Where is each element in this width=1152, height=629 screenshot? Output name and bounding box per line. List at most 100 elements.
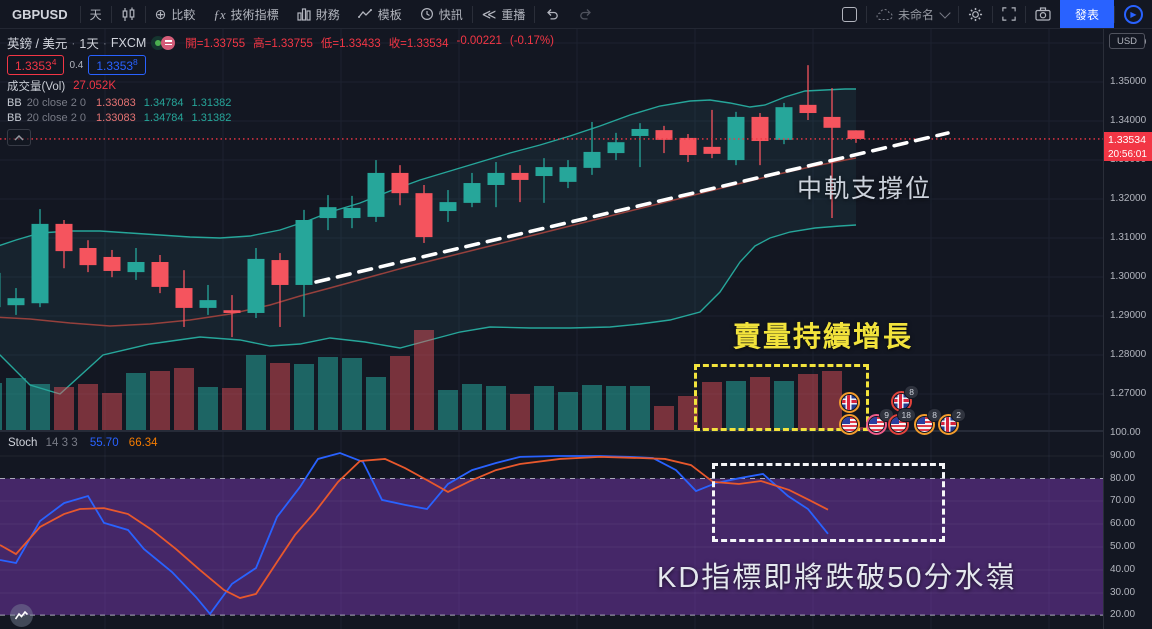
bollinger-upper-line [0, 88, 856, 247]
axis-tick-label: 1.34000 [1110, 115, 1147, 126]
legend-exchange[interactable]: FXCM [110, 35, 147, 50]
alerts-button[interactable]: 快訊 [411, 0, 472, 28]
axis-tick-label: 40.00 [1110, 564, 1136, 575]
candle-body [343, 207, 361, 219]
buy-price-button[interactable]: 1.33538 [88, 55, 146, 75]
candle-body [55, 223, 73, 252]
stoch-k-line [0, 452, 829, 616]
replay-button[interactable]: ≪ 重播 [473, 0, 535, 28]
clock-icon [420, 7, 434, 21]
candle-body [415, 193, 433, 238]
candle-body [607, 142, 625, 154]
candle-body [391, 172, 409, 194]
kd-break-annotation[interactable]: KD指標即將跌破50分水嶺 [657, 562, 1017, 594]
candle-body [583, 151, 601, 168]
financials-button[interactable]: 財務 [288, 0, 349, 28]
volume-bar [414, 330, 434, 430]
volume-bar [750, 377, 770, 430]
chart-legend: 英鎊 / 美元 · 1天 · FXCM 開=1.33755 高=1.33755 … [7, 33, 554, 146]
divider [957, 5, 959, 23]
volume-bar [222, 388, 242, 430]
layout-square-icon [841, 6, 857, 22]
volume-highlight-rect[interactable] [694, 364, 869, 431]
volume-bar [30, 384, 50, 430]
legend-interval[interactable]: 1天 [79, 37, 99, 51]
indicators-button[interactable]: ƒx 技術指標 [204, 0, 287, 28]
bollinger-fill [0, 89, 856, 394]
uk-flag-sticker[interactable] [839, 392, 860, 413]
candle-body [223, 310, 241, 313]
axis-tick-label: 20.00 [1110, 609, 1136, 620]
axis-tick-label: 100.00 [1110, 427, 1141, 438]
currency-badge[interactable]: USD [1109, 33, 1145, 49]
quick-play-button[interactable]: ▶ [1124, 4, 1143, 24]
symbol-button[interactable]: GBPUSD [0, 0, 80, 28]
stoch-legend[interactable]: Stoch 14 3 3 55.70 66.34 [8, 437, 158, 449]
us-flag-sticker[interactable]: 8 [914, 408, 942, 435]
bar-chart-icon [297, 7, 311, 21]
trend-support-annotation[interactable]: 中軌支撐位 [797, 175, 933, 203]
us-flag-sticker[interactable]: 9 [866, 408, 894, 435]
volume-bar [678, 396, 698, 430]
bb-legend-row[interactable]: BB 20 close 2 0 1.33083 1.34784 1.31382 [7, 112, 232, 124]
volume-bar [534, 386, 554, 430]
axis-tick-label: 90.00 [1110, 450, 1136, 461]
volume-bar [150, 371, 170, 430]
publish-button[interactable]: 發表 [1059, 0, 1114, 28]
toolbar-left: GBPUSD 天 ⊕ 比較 ƒx 技術指標 財務 模板 快訊 ≪ [0, 0, 603, 28]
tradingview-logo[interactable] [10, 604, 33, 627]
divider [1114, 5, 1115, 23]
redo-button[interactable] [569, 0, 603, 28]
undo-button[interactable] [535, 0, 569, 28]
us-flag-sticker[interactable] [839, 414, 860, 435]
candle-body [0, 272, 1, 308]
legend-collapse-button[interactable] [7, 129, 31, 146]
volume-bar [78, 384, 98, 430]
compare-button[interactable]: ⊕ 比較 [146, 0, 205, 28]
sell-price-button[interactable]: 1.33534 [7, 55, 65, 75]
volume-bar [246, 355, 266, 430]
templates-button[interactable]: 模板 [349, 0, 411, 28]
us-flag-sticker[interactable]: 18 [888, 408, 916, 435]
settings-button[interactable] [959, 0, 992, 28]
uk-flag-icon [894, 394, 909, 409]
kd-highlight-rect[interactable] [712, 463, 945, 542]
volume-bar [198, 387, 218, 430]
chart-type-button[interactable] [112, 0, 145, 28]
camera-icon [1035, 7, 1051, 21]
top-toolbar: GBPUSD 天 ⊕ 比較 ƒx 技術指標 財務 模板 快訊 ≪ [0, 0, 1152, 29]
candle-body [79, 248, 97, 266]
screenshot-button[interactable] [1026, 0, 1060, 28]
trend-support-line[interactable] [314, 131, 950, 284]
uk-flag-icon [941, 417, 956, 432]
chart-svg[interactable] [0, 28, 1104, 629]
stoch-d-value: 66.34 [128, 437, 158, 449]
stoch-k-value: 55.70 [89, 437, 119, 449]
last-price-badge: 1.33534 [1104, 132, 1152, 147]
ohlc-readout: 開=1.33755 高=1.33755 低=1.33433 收=1.33534 … [185, 34, 554, 50]
chevron-up-icon [14, 134, 24, 141]
price-axis[interactable]: 20.00 30.00 40.00 50.00 60.00 70.00 80.00 90.00… [1103, 28, 1152, 629]
interval-button[interactable]: 天 [81, 0, 111, 28]
volume-growth-annotation[interactable]: 賣量持續增長 [733, 321, 914, 352]
source-toggle-icon[interactable] [161, 35, 176, 50]
candle-body [151, 262, 169, 287]
candle-body [7, 298, 25, 306]
divider [865, 5, 867, 23]
chart-canvas[interactable]: 中軌支撐位 賣量持續增長 KD指標即將跌破50分水嶺 英鎊 / 美元 · 1天 … [0, 28, 1104, 629]
layout-button[interactable] [833, 0, 866, 28]
symbol-title[interactable]: 英鎊 / 美元 [7, 37, 68, 51]
spread-value: 0.4 [69, 59, 84, 71]
chevron-down-icon [939, 6, 951, 19]
fullscreen-button[interactable] [993, 0, 1025, 28]
cloud-save-button[interactable]: 未命名 [867, 0, 958, 28]
candle-body [559, 167, 577, 182]
volume-bar [366, 377, 386, 430]
uk-flag-sticker[interactable]: 2 [938, 408, 966, 435]
volume-legend-row[interactable]: 成交量(Vol) 27.052K [7, 78, 554, 94]
gear-icon [968, 7, 983, 22]
candle-body [727, 116, 745, 161]
bb-legend-row[interactable]: BB 20 close 2 0 1.33083 1.34784 1.31382 [7, 97, 232, 109]
separator-dot: · [102, 35, 107, 50]
templates-label: 模板 [377, 7, 402, 22]
